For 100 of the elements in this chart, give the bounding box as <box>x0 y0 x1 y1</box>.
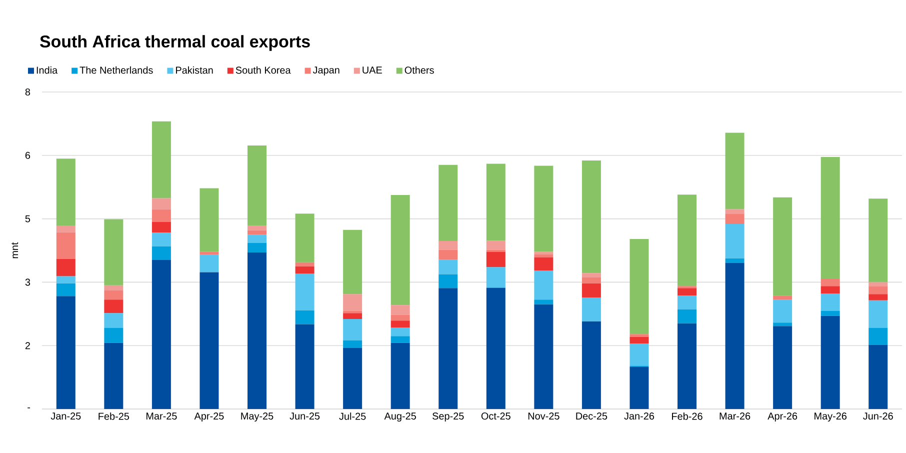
bar <box>56 158 76 226</box>
x-tick-label: Sep-25 <box>432 412 464 422</box>
bar <box>773 300 792 323</box>
x-tick-label: Jun-26 <box>863 412 893 420</box>
bar <box>56 226 76 232</box>
x-tick-label: May-25 <box>241 412 274 422</box>
bar <box>56 296 76 409</box>
bar <box>56 258 76 276</box>
bar <box>438 164 458 241</box>
x-tick-label: Jan-25 <box>50 412 81 420</box>
y-tick-label: 8 <box>25 88 30 96</box>
legend-label: South Korea <box>236 66 291 74</box>
bar <box>630 336 649 344</box>
bar <box>200 252 219 255</box>
x-tick-label: Feb-25 <box>98 412 130 420</box>
bar <box>820 294 840 311</box>
bar <box>390 314 410 321</box>
legend-label: Pakistan <box>176 66 213 74</box>
bar <box>295 266 314 274</box>
bar <box>343 313 362 320</box>
bar <box>438 288 458 409</box>
bar <box>56 276 76 284</box>
bar <box>343 319 362 340</box>
bar <box>534 270 554 300</box>
x-tick-label: May-26 <box>814 412 847 422</box>
bar <box>486 164 506 241</box>
bar <box>630 334 649 337</box>
bar <box>295 310 314 324</box>
bar <box>152 222 171 233</box>
bar <box>534 304 554 409</box>
x-tick-label: Dec-25 <box>576 412 608 420</box>
bar <box>773 296 792 300</box>
bar <box>152 260 171 409</box>
bar <box>104 285 124 291</box>
bar <box>486 288 506 409</box>
y-tick-label: 2 <box>25 342 30 350</box>
x-tick-label: Aug-25 <box>384 412 416 422</box>
bar <box>438 274 458 288</box>
bar <box>868 198 888 282</box>
y-tick-label: - <box>28 407 30 408</box>
bar <box>152 246 171 260</box>
bar <box>534 300 554 304</box>
bar <box>104 300 124 314</box>
y-tick-label: 5 <box>25 215 30 222</box>
bar <box>390 195 410 306</box>
bar <box>248 230 267 235</box>
bar <box>390 342 410 409</box>
bar <box>104 290 124 300</box>
bar <box>248 234 267 243</box>
x-tick-label: Feb-26 <box>672 412 702 420</box>
bar <box>534 254 554 258</box>
bar <box>820 156 840 280</box>
bar <box>104 313 124 328</box>
bar <box>390 336 410 343</box>
bar <box>295 273 314 310</box>
bar <box>438 260 458 274</box>
bar <box>725 258 744 263</box>
bar <box>248 242 267 252</box>
bar <box>820 310 840 316</box>
bar <box>678 323 697 409</box>
bar <box>438 240 458 250</box>
bar <box>582 298 601 322</box>
bar <box>200 188 219 252</box>
bar <box>390 320 410 328</box>
x-tick-label: Apr-25 <box>194 412 224 422</box>
bar <box>868 300 888 328</box>
bar <box>343 340 362 348</box>
x-tick-label: Mar-26 <box>720 412 750 420</box>
bar <box>104 342 124 409</box>
bar <box>725 209 744 214</box>
bar <box>104 328 124 343</box>
bar <box>295 214 314 262</box>
bar <box>582 273 601 278</box>
x-tick-label: Apr-26 <box>768 412 798 422</box>
bar <box>534 252 554 254</box>
x-tick-label: Oct-25 <box>481 412 510 420</box>
bar <box>868 328 888 345</box>
x-tick-label: Jun-25 <box>290 412 320 420</box>
bar <box>868 294 888 300</box>
bar <box>343 348 362 409</box>
bar <box>820 286 840 294</box>
bar <box>343 294 362 311</box>
x-tick-label: Jan-26 <box>624 412 654 420</box>
chart-title: South Africa thermal coal exports <box>40 35 310 51</box>
bar <box>725 224 744 258</box>
legend-label: The Netherlands <box>80 66 153 74</box>
x-tick-label: Nov-25 <box>528 412 560 420</box>
bar <box>152 232 171 247</box>
y-tick-label: 3 <box>25 278 30 286</box>
legend-label: Others <box>404 66 434 74</box>
bar <box>678 296 697 310</box>
bar <box>486 267 506 288</box>
x-tick-label: Mar-25 <box>146 412 177 420</box>
bar <box>725 214 744 224</box>
bar <box>678 194 697 286</box>
bar <box>868 282 888 286</box>
bar <box>248 145 267 226</box>
bar <box>486 240 506 250</box>
bar <box>678 310 697 324</box>
legend-label: India <box>36 66 58 74</box>
